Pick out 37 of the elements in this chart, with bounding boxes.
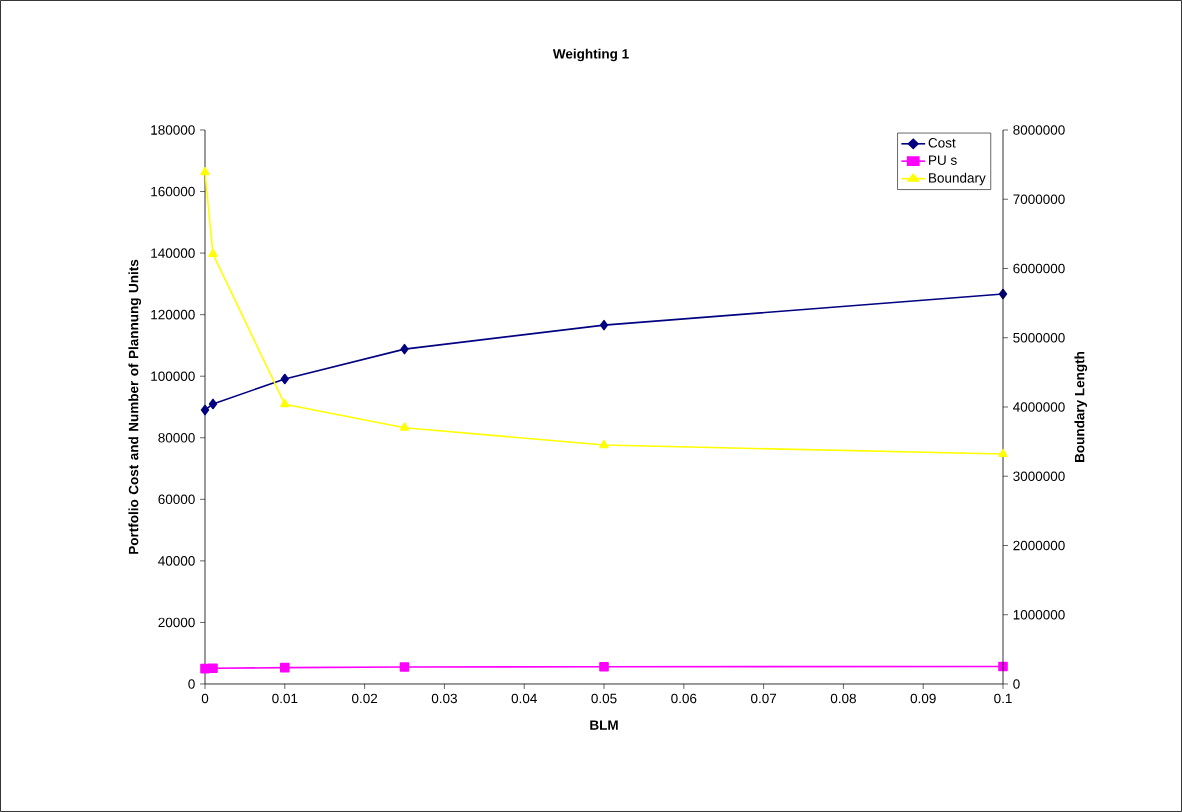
x-tick-label: 0.05 (591, 693, 617, 704)
y-tick-label: 160000 (151, 186, 195, 197)
y-tick-label: 60000 (158, 494, 195, 505)
x-tick-label: 0.04 (511, 693, 537, 704)
y2-tick-label: 3000000 (1013, 471, 1065, 482)
x-tick-label: 0.03 (431, 693, 457, 704)
x-tick-label: 0.1 (994, 693, 1012, 704)
y-tick-label: 40000 (158, 556, 195, 566)
y-axis-title: Portfolio Cost and Number of Plannung Units (128, 259, 142, 554)
y2-tick-label: 5000000 (1013, 332, 1065, 343)
x-tick-label: 0.09 (910, 693, 936, 704)
x-tick-label: 0 (201, 693, 209, 704)
y-tick-label: 180000 (151, 125, 195, 135)
y2-tick-label: 0 (1013, 679, 1020, 689)
y-tick-label: 0 (188, 679, 195, 689)
y-tick-label: 20000 (158, 617, 195, 628)
y2-tick-label: 7000000 (1013, 194, 1065, 205)
x-tick-label: 0.07 (751, 693, 777, 704)
legend-label: Cost (928, 138, 956, 148)
y2-tick-label: 1000000 (1013, 609, 1065, 620)
y-tick-label: 120000 (151, 309, 195, 320)
y-tick-label: 100000 (151, 371, 195, 381)
chart-title: Weighting 1 (552, 48, 629, 62)
y2-tick-label: 6000000 (1013, 263, 1065, 274)
legend-label: Boundary (929, 172, 986, 186)
y2-tick-label: 2000000 (1013, 540, 1065, 551)
x-tick-label: 0.01 (272, 693, 298, 704)
y2-tick-label: 8000000 (1013, 125, 1065, 135)
x-axis-title: BLM (590, 720, 618, 730)
legend-label: PU s (929, 155, 957, 165)
y2-tick-label: 4000000 (1013, 402, 1065, 412)
y-tick-label: 80000 (158, 432, 195, 443)
y-tick-label: 140000 (151, 248, 195, 258)
x-tick-label: 0.06 (671, 693, 697, 704)
y2-axis-title: Boundary Length (1074, 351, 1088, 462)
x-tick-label: 0.08 (830, 693, 856, 704)
x-tick-label: 0.02 (352, 693, 378, 704)
